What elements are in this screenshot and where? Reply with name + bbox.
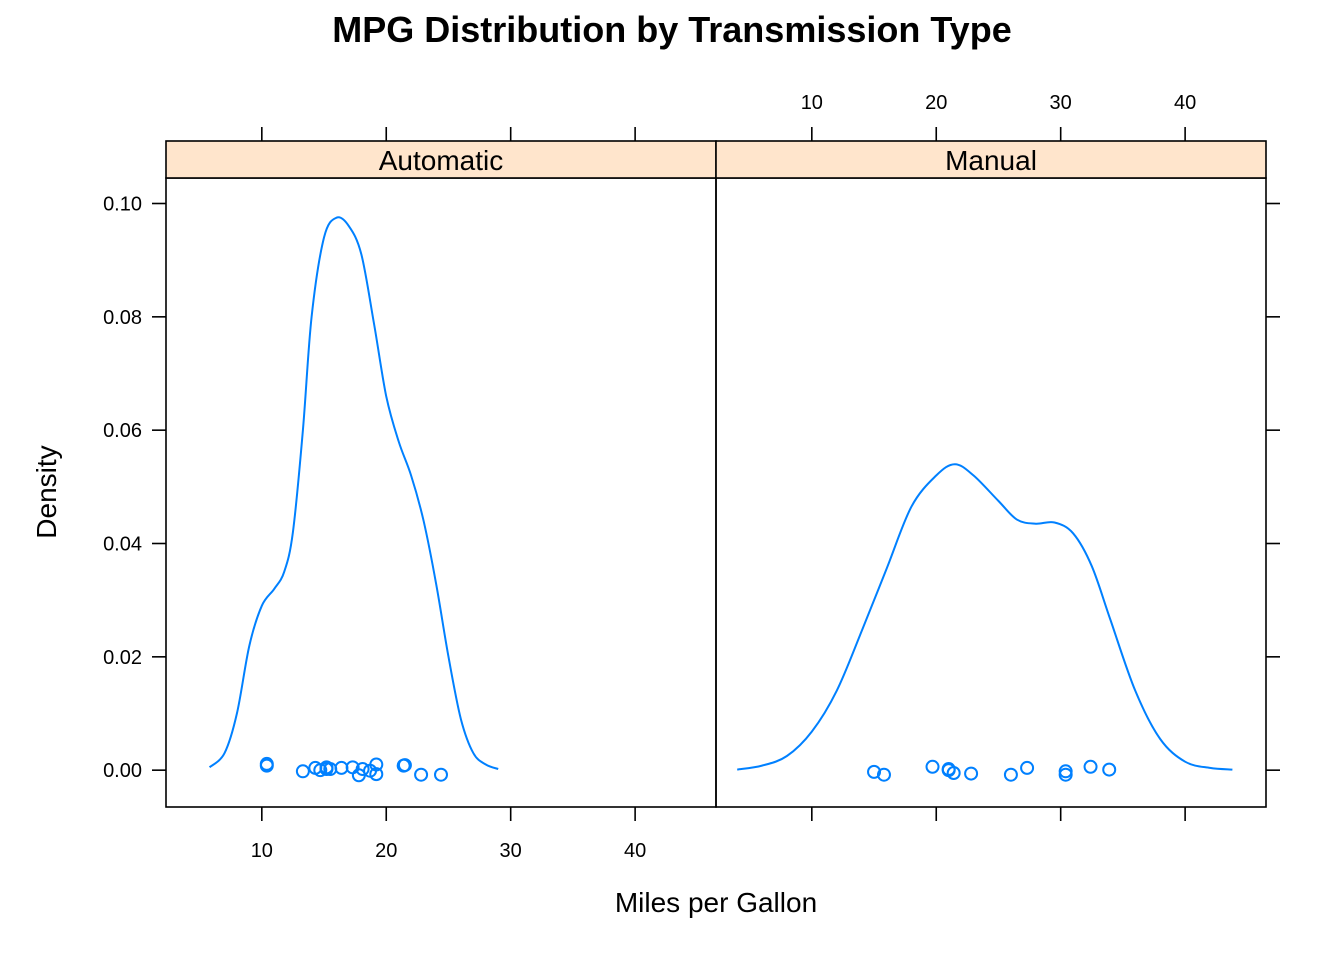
data-point xyxy=(946,766,961,780)
strip-label: Automatic xyxy=(379,145,504,176)
panel-automatic: Automatic 10 20 30 40 xyxy=(165,127,717,862)
data-point xyxy=(369,757,384,772)
data-point xyxy=(876,767,891,782)
y-tick-label: 0.08 xyxy=(103,307,142,329)
y-tick-label: 0.00 xyxy=(103,760,142,782)
x-tick-label: 20 xyxy=(925,92,947,114)
strip-background xyxy=(715,140,1267,179)
panel-manual: Manual 10 20 30 40 xyxy=(715,92,1267,821)
y-axis-title: Density xyxy=(31,445,62,538)
data-point xyxy=(1058,767,1073,782)
data-point xyxy=(1102,762,1117,777)
data-point xyxy=(355,762,370,777)
data-point xyxy=(319,762,334,777)
x-tick-label: 10 xyxy=(801,92,823,114)
y-tick-label: 0.02 xyxy=(103,647,142,669)
data-point xyxy=(434,767,448,782)
chart-title: MPG Distribution by Transmission Type xyxy=(332,9,1011,50)
data-point xyxy=(295,764,310,779)
y-tick-label: 0.06 xyxy=(103,420,142,442)
x-tick-label: 30 xyxy=(500,840,522,862)
strip-label: Manual xyxy=(945,145,1037,176)
data-point xyxy=(964,766,979,781)
x-tick-label: 10 xyxy=(251,840,273,862)
data-point xyxy=(1020,760,1035,775)
data-point xyxy=(925,759,940,774)
x-tick-label: 20 xyxy=(375,840,397,862)
strip-background xyxy=(165,140,717,179)
data-point xyxy=(334,760,349,775)
data-point xyxy=(369,767,384,782)
y-tick-label: 0.04 xyxy=(103,534,142,556)
y-tick-label: 0.10 xyxy=(103,194,142,216)
x-axis-title: Miles per Gallon xyxy=(615,887,817,918)
panel-frame xyxy=(165,177,717,808)
data-point xyxy=(397,758,412,773)
x-tick-label: 40 xyxy=(624,840,646,862)
density-curve-automatic xyxy=(208,216,499,770)
data-point xyxy=(1003,767,1018,782)
data-point xyxy=(414,767,429,782)
density-curve-manual xyxy=(737,463,1233,771)
data-point xyxy=(259,756,274,771)
x-tick-label: 40 xyxy=(1174,92,1196,114)
data-point xyxy=(1083,759,1098,774)
data-point xyxy=(867,764,882,779)
plot-area: 0.00 0.02 0.04 0.06 0.08 0.10 Automatic 10 20 30 4… xyxy=(103,92,1280,862)
x-tick-label: 30 xyxy=(1050,92,1072,114)
